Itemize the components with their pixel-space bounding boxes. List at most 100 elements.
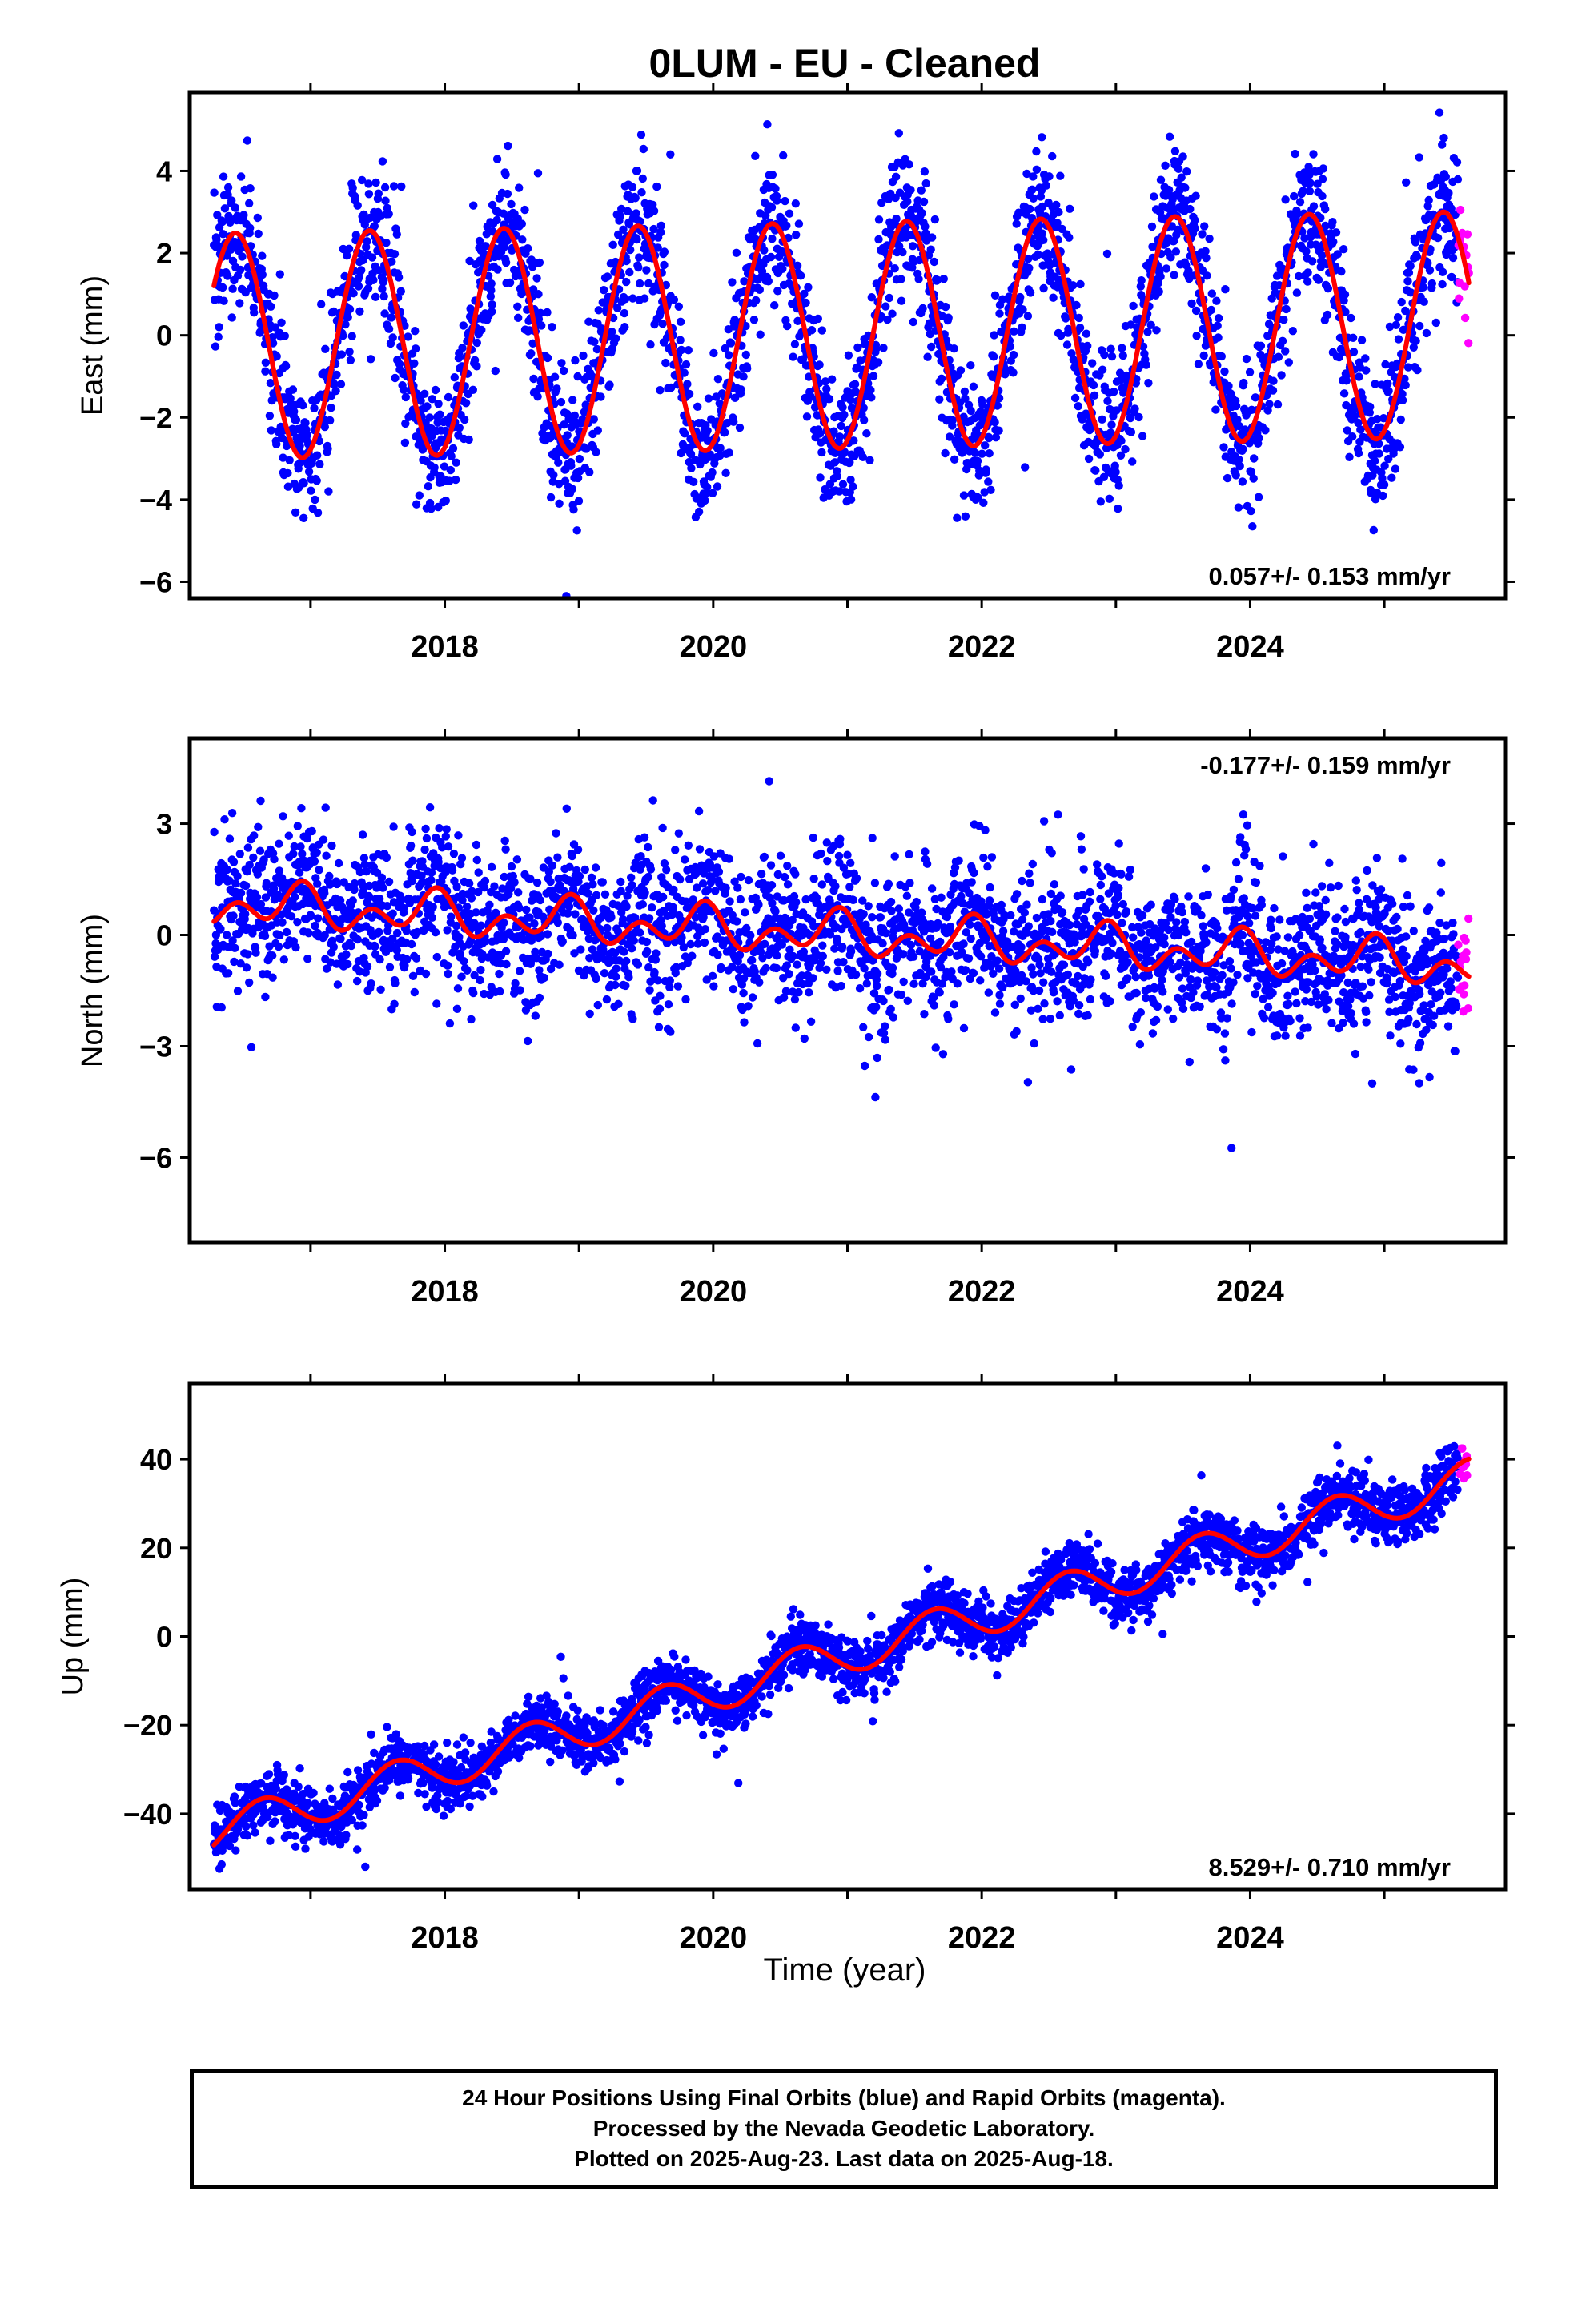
final-orbit-point bbox=[631, 194, 640, 203]
final-orbit-point bbox=[546, 493, 556, 502]
final-orbit-point bbox=[536, 895, 544, 905]
final-orbit-point bbox=[261, 992, 270, 1002]
final-orbit-point bbox=[1401, 380, 1410, 390]
final-orbit-point bbox=[472, 855, 481, 865]
east-x-tick-label: 2020 bbox=[680, 630, 748, 664]
final-orbit-point bbox=[549, 471, 558, 480]
final-orbit-point bbox=[756, 330, 765, 339]
final-orbit-point bbox=[555, 480, 564, 489]
final-orbit-point bbox=[705, 450, 714, 459]
final-orbit-point bbox=[654, 1023, 664, 1032]
final-orbit-point bbox=[644, 914, 654, 923]
final-orbit-point bbox=[804, 283, 813, 292]
final-orbit-point bbox=[612, 972, 620, 981]
final-orbit-point bbox=[575, 871, 584, 881]
final-orbit-point bbox=[708, 489, 717, 497]
final-orbit-point bbox=[1016, 292, 1025, 302]
final-orbit-point bbox=[245, 978, 254, 987]
final-orbit-point bbox=[344, 244, 354, 253]
final-orbit-point bbox=[389, 182, 399, 191]
final-orbit-point bbox=[424, 482, 432, 491]
final-orbit-point bbox=[1281, 347, 1290, 356]
final-orbit-point bbox=[1303, 277, 1312, 286]
final-orbit-point bbox=[233, 871, 242, 881]
final-orbit-point bbox=[231, 203, 239, 212]
final-orbit-point bbox=[293, 822, 302, 830]
final-orbit-point bbox=[517, 219, 526, 228]
final-orbit-point bbox=[806, 1017, 816, 1027]
final-orbit-point bbox=[746, 931, 755, 940]
final-orbit-point bbox=[594, 306, 603, 315]
final-orbit-point bbox=[632, 235, 641, 244]
final-orbit-point bbox=[1130, 404, 1139, 413]
final-orbit-point bbox=[966, 920, 974, 930]
final-orbit-point bbox=[411, 327, 420, 336]
final-orbit-point bbox=[1074, 313, 1083, 323]
final-orbit-point bbox=[401, 392, 410, 402]
final-orbit-point bbox=[1355, 372, 1363, 381]
final-orbit-point bbox=[851, 970, 861, 979]
final-orbit-point bbox=[695, 845, 705, 854]
final-orbit-point bbox=[1152, 326, 1161, 335]
final-orbit-point bbox=[649, 207, 659, 215]
final-orbit-point bbox=[1328, 218, 1337, 227]
final-orbit-point bbox=[681, 855, 689, 864]
final-orbit-point bbox=[681, 360, 691, 369]
final-orbit-point bbox=[1279, 316, 1288, 324]
final-orbit-point bbox=[457, 972, 466, 981]
final-orbit-point bbox=[970, 868, 978, 878]
final-orbit-point bbox=[253, 213, 262, 223]
final-orbit-point bbox=[488, 862, 496, 872]
final-orbit-point bbox=[688, 951, 697, 960]
final-orbit-point bbox=[1438, 267, 1447, 276]
final-orbit-point bbox=[1284, 358, 1294, 367]
final-orbit-point bbox=[1292, 288, 1302, 297]
final-orbit-point bbox=[693, 402, 702, 411]
final-orbit-point bbox=[404, 332, 412, 341]
final-orbit-point bbox=[713, 951, 722, 959]
final-orbit-point bbox=[1273, 400, 1283, 409]
final-orbit-point bbox=[261, 358, 271, 367]
final-orbit-point bbox=[1391, 464, 1400, 473]
final-orbit-point bbox=[1224, 381, 1233, 391]
final-orbit-point bbox=[1074, 402, 1083, 411]
final-orbit-point bbox=[1026, 204, 1034, 214]
final-orbit-point bbox=[335, 858, 343, 868]
final-orbit-point bbox=[600, 286, 608, 295]
final-orbit-point bbox=[1016, 994, 1025, 1003]
final-orbit-point bbox=[729, 985, 737, 994]
final-orbit-point bbox=[1384, 387, 1393, 396]
final-orbit-point bbox=[941, 448, 950, 458]
final-orbit-point bbox=[833, 472, 841, 480]
final-orbit-point bbox=[233, 987, 243, 995]
final-orbit-point bbox=[460, 415, 469, 424]
final-orbit-point bbox=[966, 934, 975, 943]
final-orbit-point bbox=[235, 299, 244, 308]
final-orbit-point bbox=[265, 412, 275, 420]
final-orbit-point bbox=[853, 343, 862, 352]
final-orbit-point bbox=[421, 824, 430, 834]
final-orbit-point bbox=[1248, 522, 1257, 531]
final-orbit-point bbox=[1269, 376, 1278, 385]
final-orbit-point bbox=[516, 986, 524, 995]
final-orbit-point bbox=[867, 393, 876, 402]
final-orbit-point bbox=[320, 422, 329, 432]
east-rate-label: 0.057+/- 0.153 mm/yr bbox=[1209, 562, 1451, 590]
final-orbit-point bbox=[636, 928, 644, 937]
final-orbit-point bbox=[1128, 457, 1137, 466]
final-orbit-point bbox=[1114, 481, 1123, 490]
final-orbit-point bbox=[964, 954, 974, 963]
final-orbit-point bbox=[660, 260, 669, 270]
final-orbit-point bbox=[1072, 300, 1081, 310]
final-orbit-point bbox=[371, 178, 380, 187]
final-orbit-point bbox=[420, 845, 429, 854]
final-orbit-point bbox=[1444, 188, 1453, 198]
final-orbit-point bbox=[592, 448, 600, 456]
final-orbit-point bbox=[1453, 175, 1463, 184]
final-orbit-point bbox=[1318, 175, 1327, 183]
final-orbit-point bbox=[859, 910, 868, 919]
final-orbit-point bbox=[589, 906, 598, 915]
final-orbit-point bbox=[748, 993, 757, 1002]
final-orbit-point bbox=[389, 822, 398, 831]
